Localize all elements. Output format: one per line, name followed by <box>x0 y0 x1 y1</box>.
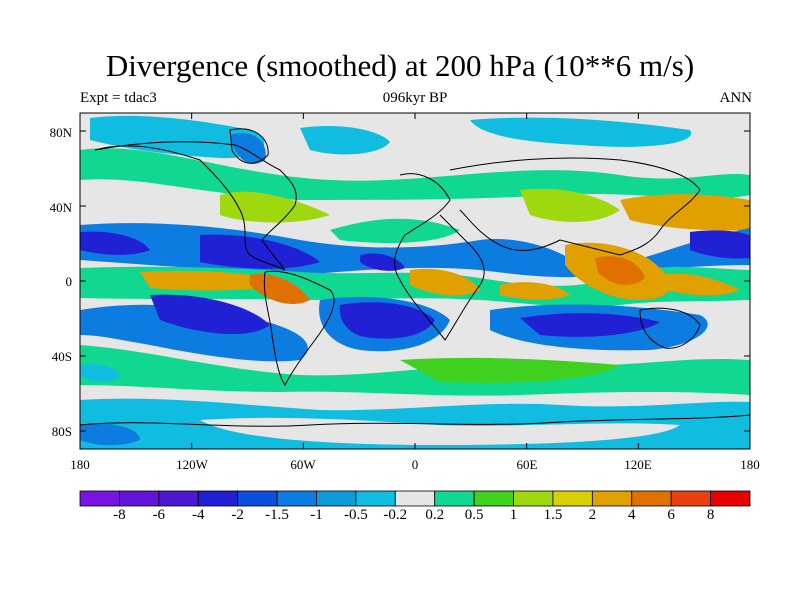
lat-tick-0: 0 <box>65 274 73 289</box>
lon-tick-60w: 60W <box>290 457 316 472</box>
colorbar-swatch <box>552 490 593 507</box>
lon-tick-120e: 120E <box>624 457 652 472</box>
colorbar-swatch <box>355 490 396 507</box>
colorbar-label: 0.5 <box>464 507 484 523</box>
chart-title: Divergence (smoothed) at 200 hPa (10**6 … <box>105 48 695 83</box>
south-america-coast <box>263 270 335 386</box>
colorbar-swatch <box>394 490 436 507</box>
south-indian-strong-negative <box>520 313 660 337</box>
colorbar-swatch <box>276 490 317 507</box>
colorbar-label: -0.2 <box>383 507 408 523</box>
south-atlantic-strong-negative <box>339 302 435 339</box>
colorbar-swatch <box>158 490 199 507</box>
colorbar-swatch <box>197 490 239 507</box>
colorbar-label: -4 <box>191 507 205 523</box>
lat-tick-80s: 80S <box>51 424 72 439</box>
colorbar-label: 2 <box>588 507 597 523</box>
colorbar-swatch <box>591 490 633 507</box>
west-pacific-strong-negative <box>690 230 750 259</box>
colorbar-label: -1 <box>310 507 323 523</box>
lat-tick-80n: 80N <box>49 125 72 140</box>
colorbar-label: 1 <box>509 507 518 523</box>
colorbar-label: -0.5 <box>344 507 368 523</box>
colorbar-label: 1.5 <box>543 507 563 523</box>
colorbar-swatch <box>473 490 514 507</box>
season-label: ANN <box>719 90 753 106</box>
southern-ocean-negative-1 <box>80 364 120 382</box>
lon-tick-180w: 180 <box>70 457 90 472</box>
australia-coast <box>639 307 701 349</box>
experiment-label: Expt = tdac3 <box>80 90 157 106</box>
arctic-negative-1 <box>90 115 265 159</box>
indian-ocean-positive <box>500 282 570 300</box>
south-pacific-strong-negative <box>150 294 270 335</box>
colorbar-swatch <box>79 490 120 507</box>
colorbar-label: 4 <box>628 507 636 523</box>
west-pacific-positive <box>660 273 740 296</box>
greenland-coast <box>229 128 269 164</box>
north-america-coast <box>94 141 297 271</box>
arctic-positive-band <box>80 148 750 200</box>
period-label: 096kyr BP <box>382 90 448 106</box>
central-america-strong-negative <box>200 234 320 269</box>
asia-coast <box>449 157 701 256</box>
southern-ocean-positive <box>400 357 620 383</box>
map-ticks <box>79 113 751 449</box>
mid-lat-positive <box>220 191 330 223</box>
lat-tick-40n: 40N <box>49 200 72 215</box>
antarctic-strong-negative <box>80 423 140 446</box>
colorbar-label: -1.5 <box>265 507 289 523</box>
colorbar <box>79 490 751 507</box>
colorbar-label: 8 <box>706 507 715 523</box>
colorbar-swatch <box>434 490 475 507</box>
antarctica-coast <box>80 414 750 427</box>
north-pacific-positive <box>620 194 750 231</box>
lon-tick-60e: 60E <box>516 457 538 472</box>
lon-tick-0: 0 <box>411 457 419 472</box>
colorbar-label: -6 <box>152 507 166 523</box>
colorbar-swatch <box>631 490 672 507</box>
colorbar-swatch <box>237 490 278 507</box>
lon-tick-180e: 180 <box>740 457 760 472</box>
colorbar-swatch <box>316 490 357 507</box>
north-atlantic-positive <box>330 218 460 243</box>
asia-positive <box>520 188 620 222</box>
amazon-positive <box>250 274 310 305</box>
maritime-continent-strong-positive <box>595 256 645 285</box>
colorbar-label: -8 <box>113 507 126 523</box>
divergence-field <box>80 113 750 449</box>
arctic-negative-2 <box>300 125 390 155</box>
lon-tick-120w: 120W <box>176 457 208 472</box>
colorbar-swatch <box>513 490 554 507</box>
colorbar-label: 6 <box>667 507 675 523</box>
southern-mid-lat-positive <box>80 345 750 396</box>
atlantic-strong-negative <box>360 253 405 271</box>
europe-africa-coast <box>394 173 485 341</box>
colorbar-swatch <box>710 490 751 507</box>
colorbar-swatch <box>119 490 160 507</box>
north-pacific-strong-negative <box>80 231 150 255</box>
africa-positive <box>410 268 480 296</box>
colorbar-label: 0.2 <box>425 507 445 523</box>
colorbar-label: -2 <box>231 507 244 523</box>
arctic-negative-3 <box>470 117 692 147</box>
colorbar-swatch <box>670 490 711 507</box>
lat-tick-40s: 40S <box>51 349 72 364</box>
coastlines <box>80 128 750 427</box>
